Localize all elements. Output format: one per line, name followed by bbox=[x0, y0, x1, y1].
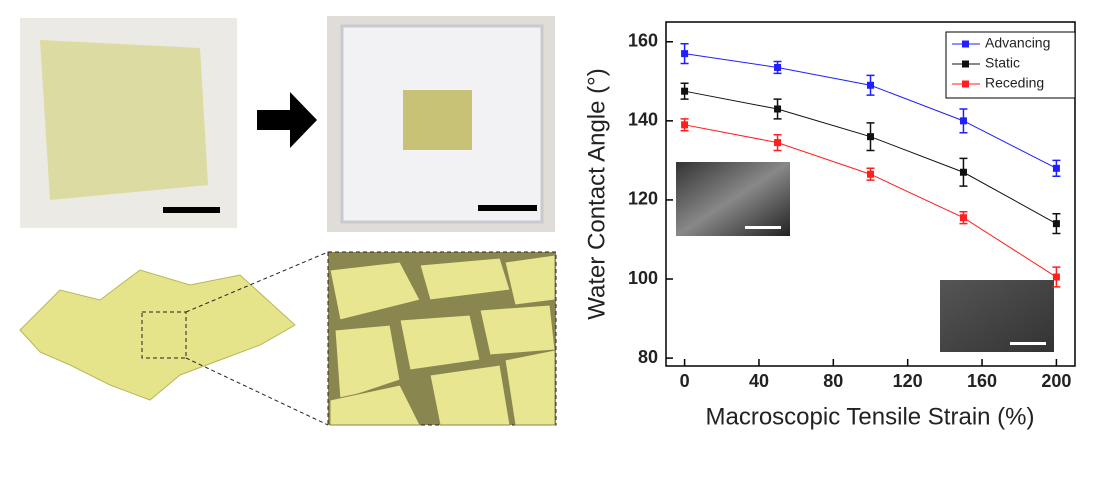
point bbox=[1052, 220, 1060, 228]
point bbox=[681, 50, 689, 58]
point bbox=[959, 168, 967, 176]
legend-marker bbox=[962, 80, 969, 88]
point bbox=[681, 87, 689, 95]
legend-marker bbox=[962, 60, 969, 68]
zoom-line bbox=[185, 251, 329, 313]
surface-3d bbox=[19, 269, 296, 401]
x-tick-label: 200 bbox=[1041, 371, 1071, 391]
scale-bar bbox=[1010, 342, 1046, 345]
y-tick-label: 140 bbox=[628, 110, 658, 130]
point bbox=[774, 139, 782, 147]
y-tick-label: 80 bbox=[638, 347, 658, 367]
y-axis-label: Water Contact Angle (°) bbox=[583, 68, 610, 319]
flakes bbox=[329, 254, 556, 426]
point bbox=[867, 170, 874, 178]
zoom-region bbox=[141, 311, 187, 359]
y-tick-label: 160 bbox=[628, 31, 658, 51]
film bbox=[40, 40, 208, 200]
legend-label: Advancing bbox=[985, 35, 1050, 51]
legend-label: Receding bbox=[985, 75, 1044, 91]
arrow bbox=[257, 92, 317, 148]
sem-inset bbox=[676, 162, 790, 236]
point bbox=[959, 117, 967, 125]
zoom-line bbox=[185, 357, 329, 426]
x-tick-label: 120 bbox=[893, 371, 923, 391]
substrate bbox=[340, 24, 544, 224]
point bbox=[1052, 273, 1060, 281]
film bbox=[403, 90, 472, 150]
scale-bar bbox=[478, 205, 537, 211]
legend-marker bbox=[962, 40, 969, 48]
point bbox=[1052, 164, 1060, 172]
x-tick-label: 80 bbox=[823, 371, 843, 391]
scale-bar bbox=[163, 207, 220, 213]
y-tick-label: 100 bbox=[628, 268, 658, 288]
x-axis-label: Macroscopic Tensile Strain (%) bbox=[705, 403, 1034, 430]
y-tick-label: 120 bbox=[628, 189, 658, 209]
plot-frame bbox=[665, 21, 1076, 367]
legend-label: Static bbox=[985, 55, 1020, 71]
x-tick-label: 0 bbox=[680, 371, 690, 391]
point bbox=[681, 121, 689, 129]
x-tick-label: 160 bbox=[967, 371, 997, 391]
point bbox=[867, 81, 874, 89]
x-tick-label: 40 bbox=[749, 371, 769, 391]
point bbox=[774, 105, 782, 113]
scale-bar bbox=[745, 226, 781, 229]
sem-inset bbox=[940, 280, 1054, 352]
point bbox=[774, 63, 782, 71]
point bbox=[867, 133, 874, 141]
point bbox=[959, 214, 967, 222]
